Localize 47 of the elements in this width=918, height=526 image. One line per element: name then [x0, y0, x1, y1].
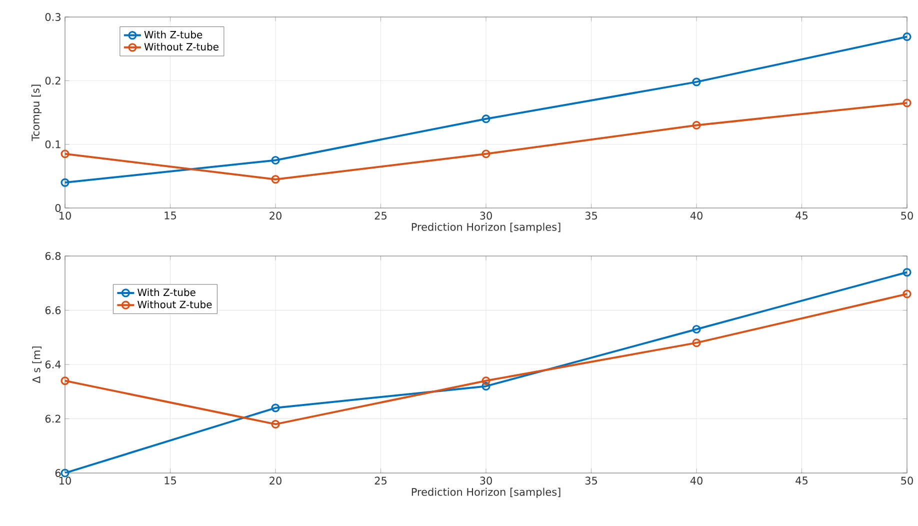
- point: [271, 404, 280, 412]
- y-tick-label: 0.1: [45, 140, 60, 148]
- x-tick-label: 30: [480, 212, 492, 220]
- y-tick-label: 6.8: [45, 252, 61, 260]
- point: [692, 338, 701, 348]
- x-axis-title: Prediction Horizon [samples]: [412, 222, 560, 233]
- legend-label: With Z-tube: [138, 288, 196, 296]
- y-tick-label: 0.2: [45, 76, 60, 85]
- x-tick-label: 45: [796, 476, 808, 484]
- x-tick-label: 10: [59, 476, 71, 485]
- y-axis-title: Tcompu [s]: [31, 84, 42, 142]
- legend-label: Without Z-tube: [144, 42, 218, 51]
- x-tick-label: 15: [164, 212, 176, 220]
- point: [482, 382, 490, 390]
- x-axis-title: Prediction Horizon [samples]: [412, 488, 560, 498]
- point: [271, 420, 280, 428]
- legend-label: Without Z-tube: [138, 300, 212, 308]
- point: [482, 376, 490, 386]
- x-tick-label: 15: [164, 476, 176, 484]
- x-tick-label: 10: [59, 212, 71, 220]
- x-tick-label: 50: [901, 212, 913, 220]
- y-tick-label: 6: [55, 469, 61, 477]
- x-tick-label: 25: [374, 212, 386, 220]
- x-tick-label: 30: [480, 476, 492, 485]
- y-axis-title: Δ s [m]: [32, 346, 42, 384]
- y-tick-label: 6.6: [45, 306, 61, 314]
- x-tick-label: 25: [374, 476, 386, 485]
- x-tick-label: 35: [585, 476, 597, 485]
- y-tick-label: 6.2: [45, 414, 60, 423]
- point: [692, 78, 701, 86]
- y-tick-label: 0: [55, 204, 61, 212]
- legend-label: With Z-tube: [144, 30, 202, 38]
- x-tick-label: 20: [270, 476, 282, 485]
- x-tick-label: 50: [901, 476, 913, 485]
- y-tick-label: 6.4: [45, 360, 61, 368]
- x-tick-label: 35: [585, 212, 597, 220]
- point: [482, 114, 490, 124]
- x-tick-label: 40: [690, 212, 702, 220]
- x-tick-label: 45: [796, 212, 808, 220]
- point: [692, 324, 701, 334]
- point: [482, 150, 490, 158]
- point: [271, 175, 280, 184]
- x-tick-label: 40: [690, 476, 702, 485]
- x-tick-label: 20: [270, 212, 282, 220]
- point: [692, 120, 701, 130]
- y-tick-label: 0.3: [45, 13, 60, 21]
- point: [271, 156, 280, 165]
